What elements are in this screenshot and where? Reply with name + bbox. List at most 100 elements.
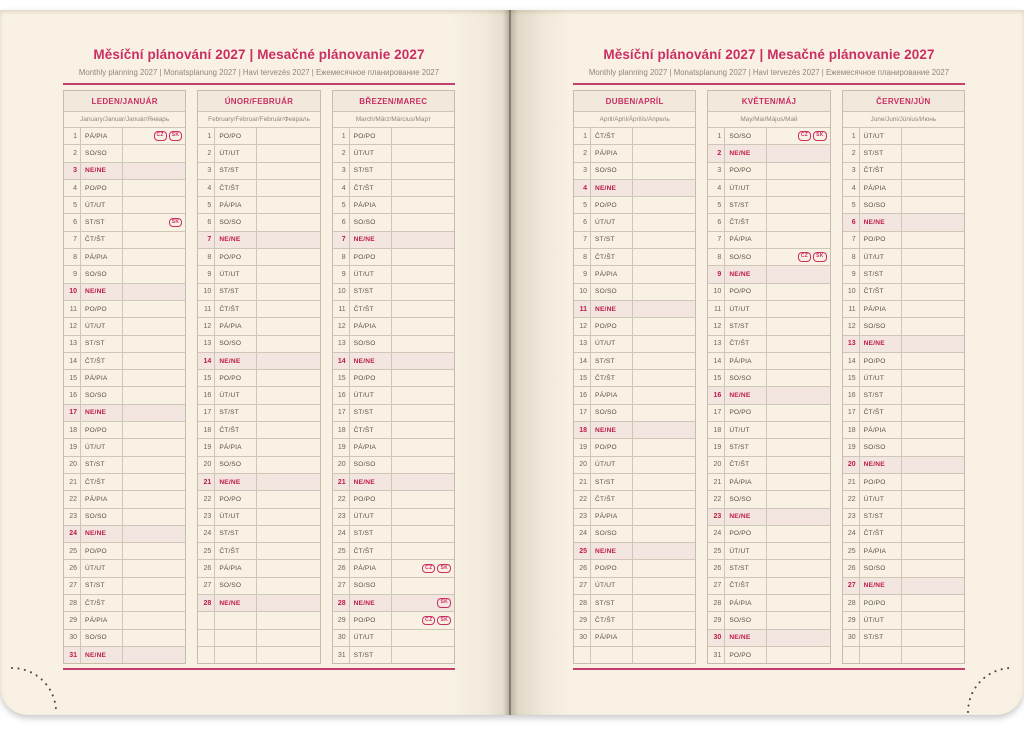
- day-number: 10: [333, 283, 350, 300]
- day-row: 9 ÚT/UT: [198, 266, 320, 284]
- notes-cell: [123, 509, 185, 525]
- day-name: PÁ/PIA: [350, 318, 392, 335]
- day-row: 23 NE/NE: [708, 508, 830, 526]
- day-number: 27: [333, 577, 350, 595]
- day-number: 19: [64, 439, 81, 456]
- day-name: ST/ST: [591, 231, 633, 249]
- day-name: ST/ST: [81, 456, 123, 473]
- day-row: 28 NE/NE: [198, 595, 320, 613]
- day-number: 23: [64, 508, 81, 525]
- day-number: 26: [708, 560, 726, 577]
- month-column: DUBEN/APRÍL April/April/Április/Апрель 1…: [573, 90, 697, 664]
- month-rows: 1 ČT/ŠT 2 PÁ/PIA 3 SO/SO 4 NE/NE 5 PO/PO…: [574, 128, 696, 664]
- day-row: 27 ČT/ŠT: [708, 577, 830, 596]
- day-name: PO/PO: [591, 197, 633, 214]
- day-name: PÁ/PIA: [81, 491, 123, 508]
- day-number: 8: [708, 249, 726, 266]
- day-name: SO/SO: [860, 560, 902, 577]
- day-number: 21: [333, 473, 350, 491]
- day-row: 21 PO/PO: [842, 473, 964, 492]
- day-number: 3: [708, 162, 726, 179]
- notes-cell: [123, 422, 185, 438]
- day-name: ST/ST: [81, 214, 123, 231]
- day-number: 21: [64, 473, 81, 491]
- day-name: ÚT/UT: [350, 508, 392, 525]
- day-name: NE/NE: [860, 335, 902, 352]
- day-name: PÁ/PIA: [350, 560, 392, 577]
- day-number: 8: [843, 249, 860, 266]
- day-number: 16: [843, 387, 860, 404]
- day-number: 9: [574, 266, 591, 283]
- notes-cell: [902, 301, 964, 317]
- notes-cell: [123, 578, 185, 594]
- day-name: NE/NE: [591, 179, 633, 197]
- day-name: PO/PO: [591, 318, 633, 335]
- notes-cell: [767, 457, 829, 473]
- day-number: 2: [708, 145, 726, 162]
- day-name: ÚT/UT: [725, 543, 768, 560]
- day-name: SO/SO: [860, 318, 902, 335]
- day-row: 14 NE/NE: [198, 352, 320, 371]
- day-row: 1 PÁ/PIA CZ SK: [64, 128, 186, 146]
- day-name: SO/SO: [350, 577, 392, 595]
- footer-rule: [63, 668, 455, 670]
- notes-cell: [767, 509, 829, 525]
- day-row: 21 ČT/ŠT: [64, 473, 186, 492]
- month-column: ÚNOR/FEBRUÁR February/Februar/Február/Фе…: [197, 90, 321, 664]
- day-name: ČT/ŠT: [591, 128, 633, 145]
- day-name: PO/PO: [350, 612, 392, 629]
- notes-cell: [257, 336, 319, 352]
- day-row: 9 NE/NE: [708, 266, 830, 284]
- day-number: 13: [64, 335, 81, 352]
- notes-cell: [123, 543, 185, 559]
- notes-cell: [902, 353, 964, 369]
- month-rows: 1 PO/PO 2 ÚT/UT 3 ST/ST 4 ČT/ŠT 5 PÁ/PIA…: [198, 128, 320, 664]
- day-number: 2: [64, 145, 81, 162]
- day-number: 20: [198, 456, 216, 473]
- day-name: PO/PO: [215, 128, 258, 145]
- day-row: 12 PO/PO: [574, 318, 696, 336]
- day-number: 3: [843, 162, 860, 179]
- day-row: 5 SO/SO: [842, 197, 964, 215]
- notes-cell: [392, 197, 454, 213]
- day-name: ČT/ŠT: [725, 335, 768, 352]
- day-number: 20: [574, 456, 591, 473]
- notes-cell: [767, 422, 829, 438]
- day-name: ÚT/UT: [591, 214, 633, 231]
- day-number: 8: [333, 249, 350, 266]
- day-name: SO/SO: [215, 577, 258, 595]
- notes-cell: [902, 612, 964, 628]
- day-number: 19: [574, 439, 591, 456]
- day-row: 13 SO/SO: [332, 335, 454, 353]
- notes-cell: [123, 370, 185, 386]
- day-row: 11 NE/NE: [574, 300, 696, 319]
- day-number: 6: [333, 214, 350, 231]
- day-number: 31: [64, 646, 81, 664]
- day-name: ST/ST: [860, 629, 902, 646]
- day-number: 14: [574, 352, 591, 370]
- day-name: ÚT/UT: [350, 387, 392, 404]
- notes-cell: [123, 405, 185, 421]
- day-name: ČT/ŠT: [81, 231, 123, 249]
- day-row: 23 ST/ST: [842, 508, 964, 526]
- day-row: 5 PÁ/PIA: [332, 197, 454, 215]
- day-number: 2: [198, 145, 216, 162]
- notes-cell: [392, 647, 454, 663]
- notes-cell: [257, 543, 319, 559]
- day-number: 22: [708, 491, 726, 508]
- notes-cell: [767, 560, 829, 576]
- day-row: 12 ST/ST: [708, 318, 830, 336]
- day-row: 26 PO/PO: [574, 560, 696, 578]
- book-spine: [450, 10, 570, 715]
- day-name: NE/NE: [591, 543, 633, 560]
- day-name: NE/NE: [591, 300, 633, 318]
- day-name: ST/ST: [860, 145, 902, 162]
- day-row: 26 PÁ/PIA CZ SK: [332, 560, 454, 578]
- day-name: NE/NE: [215, 352, 258, 370]
- day-number: 20: [64, 456, 81, 473]
- day-name: NE/NE: [215, 473, 258, 491]
- day-number: 10: [574, 283, 591, 300]
- day-number: 23: [708, 508, 726, 525]
- day-name: PÁ/PIA: [725, 352, 768, 370]
- day-row: 29 PÁ/PIA: [64, 612, 186, 630]
